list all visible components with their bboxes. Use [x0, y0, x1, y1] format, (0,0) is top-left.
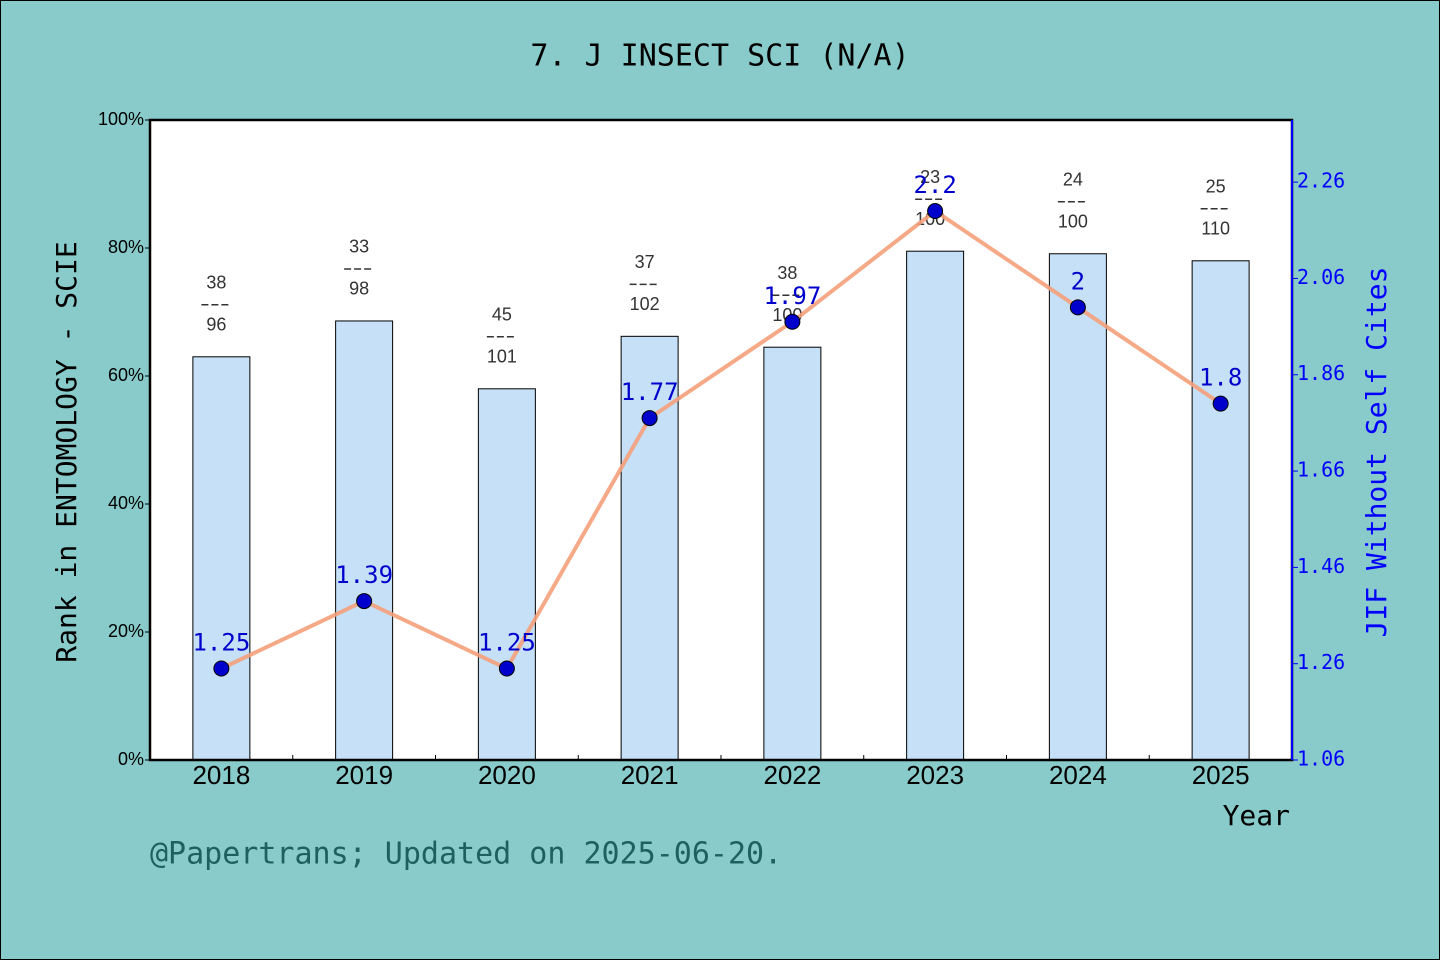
jif-marker: [641, 410, 658, 427]
x-tick-label: 2022: [763, 760, 821, 790]
x-axis-title: Year: [1223, 799, 1290, 832]
y2-tick-label: 1.66: [1297, 458, 1345, 482]
bar: [335, 320, 394, 761]
y2-tick-label: 2.06: [1297, 265, 1345, 289]
y2-tick-label: 1.46: [1297, 554, 1345, 578]
jif-marker: [1069, 299, 1086, 316]
bar: [906, 250, 965, 761]
rank-label: 37: [635, 252, 655, 272]
bar: [192, 356, 251, 761]
y-tick-label: 100%: [98, 109, 144, 129]
jif-marker: [213, 660, 230, 677]
jif-marker: [927, 203, 944, 220]
total-label: 96: [206, 315, 226, 335]
total-label: 102: [630, 294, 660, 314]
x-tick-label: 2024: [1049, 760, 1107, 790]
footer: @Papertrans; Updated on 2025-06-20.: [150, 837, 782, 872]
rank-label: 45: [492, 305, 512, 325]
rank-label: 23: [920, 167, 940, 187]
rank-label: 33: [349, 237, 369, 257]
bar: [1048, 253, 1107, 761]
y2-tick-label: 2.26: [1297, 169, 1345, 193]
total-label: 100: [1058, 212, 1088, 232]
jif-marker: [356, 593, 373, 610]
x-tick-label: 2018: [192, 760, 250, 790]
jif-value-label: 1.97: [763, 282, 821, 310]
bar: [763, 346, 822, 761]
jif-value-label: 1.25: [478, 629, 536, 657]
y-tick-label: 0%: [118, 749, 144, 769]
y-axis-title: Rank in ENTOMOLOGY - SCIE: [50, 241, 83, 662]
rank-label: 25: [1206, 177, 1226, 197]
jif-value-label: 2.2: [913, 171, 956, 199]
y-tick-label: 20%: [108, 621, 144, 641]
jif-line: [220, 208, 1222, 672]
total-label: 110: [1201, 219, 1230, 239]
jif-marker: [784, 313, 801, 330]
jif-value-label: 2: [1071, 267, 1085, 295]
y2-axis-title: JIF Without Self Cites: [1360, 267, 1393, 638]
y2-tick-label: 1.86: [1297, 361, 1345, 385]
x-tick-label: 2023: [906, 760, 964, 790]
y-tick-label: 40%: [108, 493, 144, 513]
x-tick-label: 2025: [1192, 760, 1250, 790]
y2-tick-label: 1.26: [1297, 650, 1345, 674]
bar: [477, 388, 536, 761]
x-tick-label: 2020: [478, 760, 536, 790]
x-tick-label: 2019: [335, 760, 393, 790]
y-tick-label: 80%: [108, 237, 144, 257]
bar: [1191, 260, 1250, 761]
jif-marker: [1212, 395, 1229, 412]
jif-value-label: 1.77: [621, 378, 679, 406]
plot-area: [150, 120, 1292, 760]
y2-tick-label: 1.06: [1297, 747, 1345, 771]
jif-marker: [498, 660, 515, 677]
y-tick-label: 60%: [108, 365, 144, 385]
jif-value-label: 1.25: [192, 629, 250, 657]
total-label: 101: [487, 347, 517, 367]
jif-value-label: 1.8: [1199, 364, 1242, 392]
jif-value-label: 1.39: [335, 561, 393, 589]
rank-label: 38: [777, 263, 797, 283]
x-tick-label: 2021: [621, 760, 679, 790]
rank-label: 38: [206, 273, 226, 293]
chart-title: 7. J INSECT SCI (N/A): [530, 39, 909, 74]
rank-label: 24: [1063, 170, 1083, 190]
total-label: 98: [349, 279, 369, 299]
